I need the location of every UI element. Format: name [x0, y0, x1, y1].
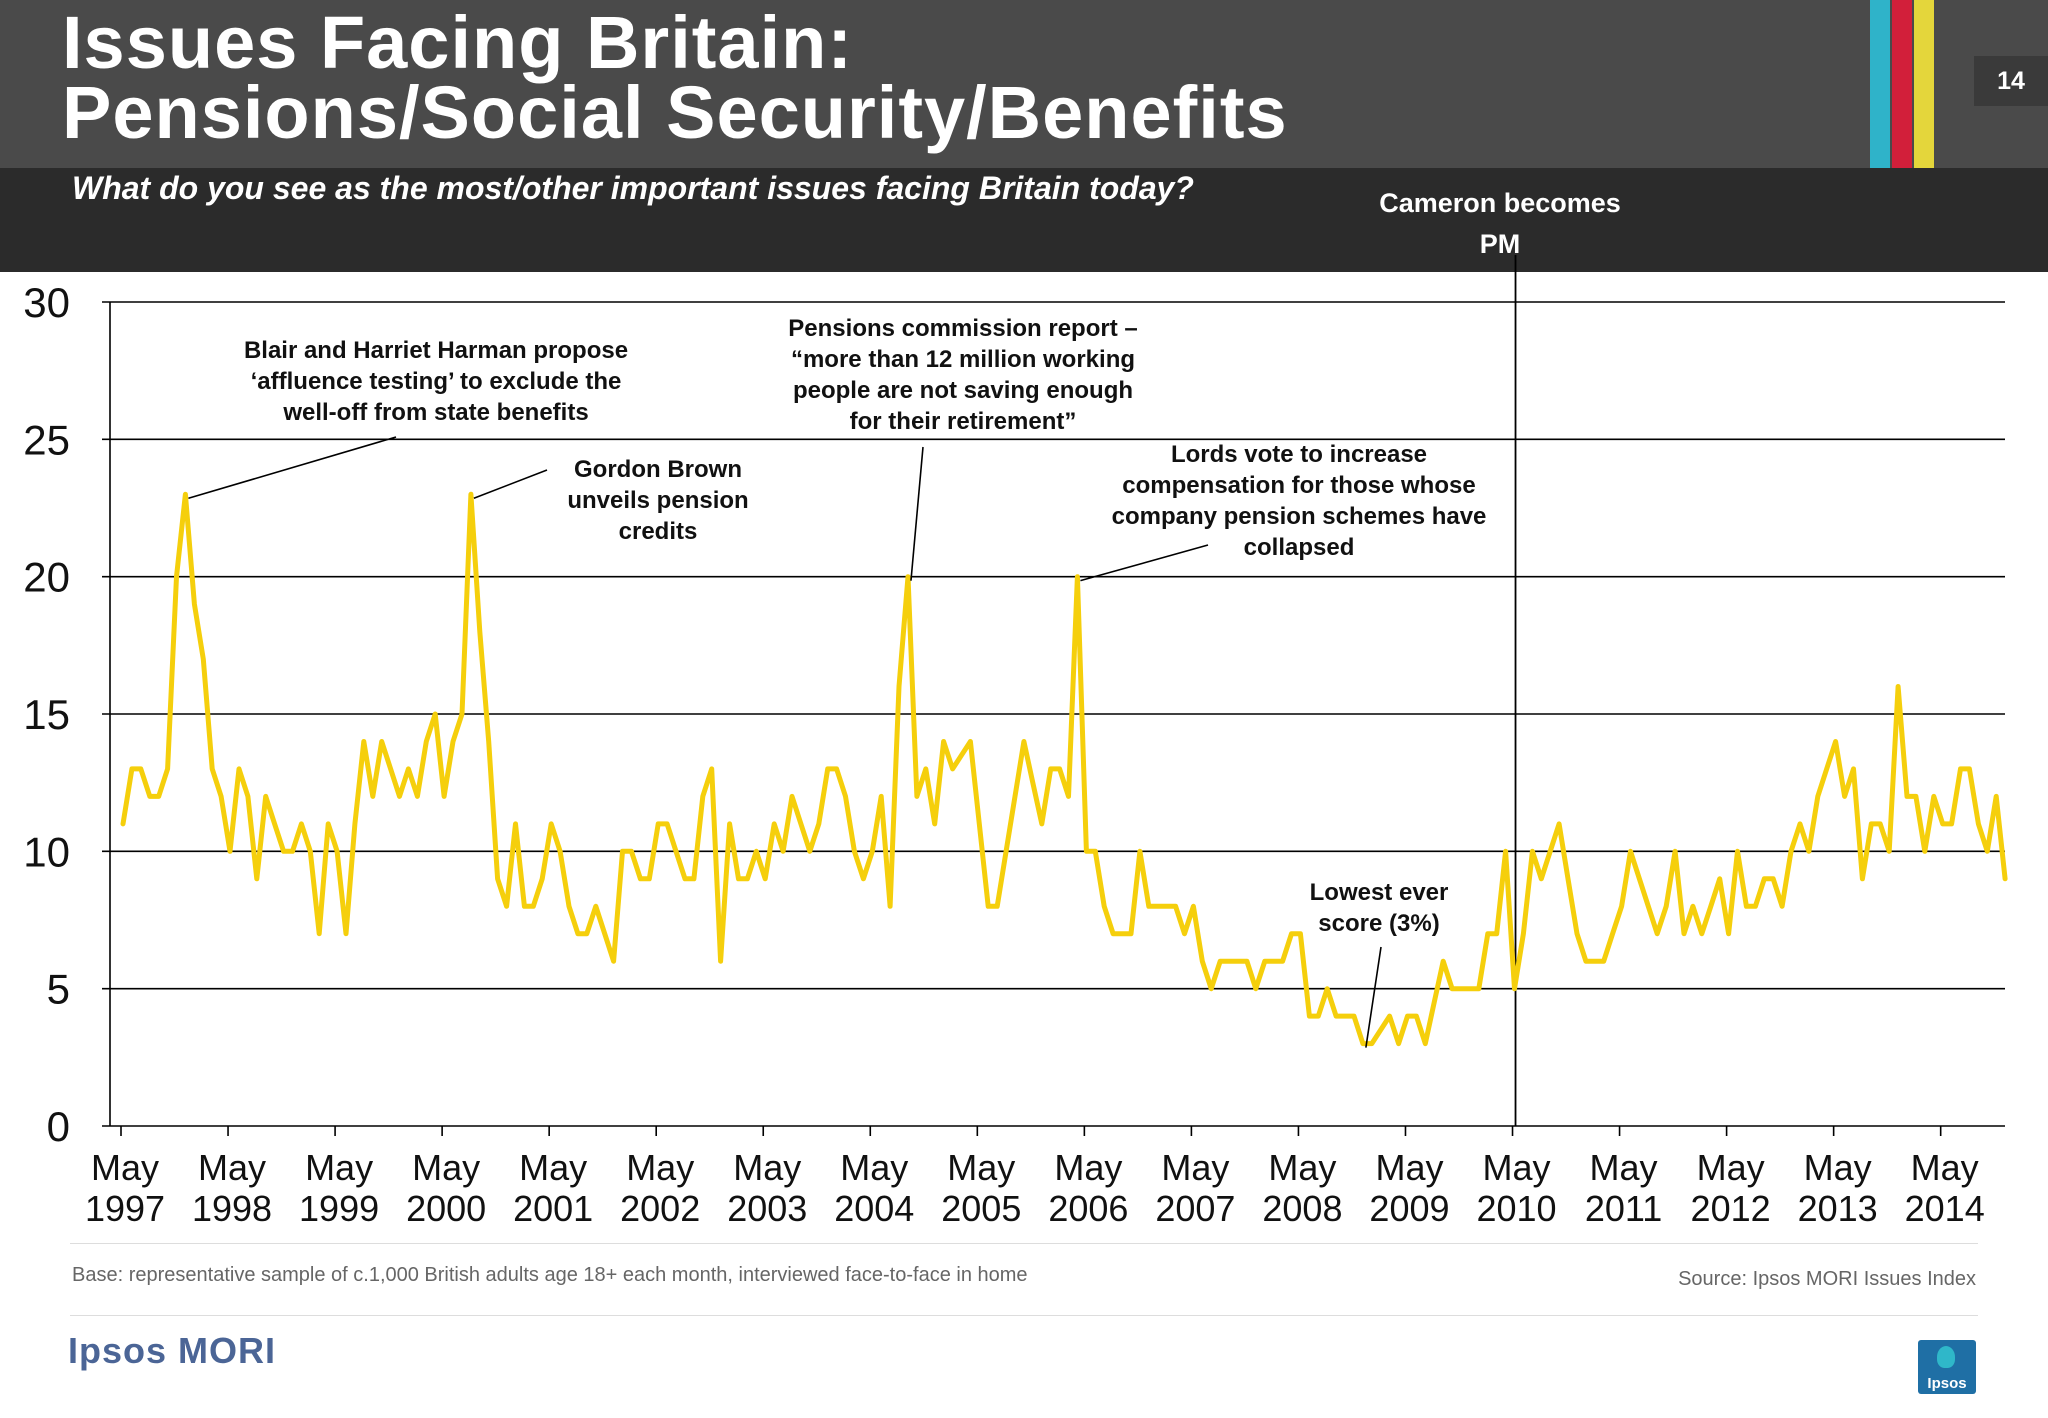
leader-brown — [473, 469, 548, 500]
y-tick-label: 20 — [23, 554, 70, 601]
x-tick-month: May — [1483, 1147, 1551, 1188]
y-tick-label: 10 — [23, 828, 70, 875]
annotation-text-line: PM — [1480, 229, 1521, 259]
x-tick-year: 2003 — [727, 1188, 807, 1229]
x-tick-year: 2002 — [620, 1188, 700, 1229]
annotation-text-line: score (3%) — [1318, 910, 1439, 937]
brand-stripe-yellow — [1914, 0, 1934, 168]
source-note: Source: Ipsos MORI Issues Index — [1678, 1268, 1976, 1290]
annotation-text-line: “more than 12 million working — [791, 346, 1135, 373]
x-tick-year: 2008 — [1262, 1188, 1342, 1229]
annotation-lords: Lords vote to increase compensation for t… — [1112, 441, 1487, 561]
x-tick-year: 2011 — [1585, 1188, 1662, 1229]
ipsos-badge-text: Ipsos — [1927, 1375, 1967, 1392]
x-tick-month: May — [1054, 1147, 1122, 1188]
x-tick-month: May — [840, 1147, 908, 1188]
x-tick-year: 1999 — [299, 1188, 379, 1229]
x-tick-month: May — [733, 1147, 801, 1188]
brand-stripe-red — [1892, 0, 1912, 168]
annotation-text-line: Blair and Harriet Harman propose — [244, 337, 628, 364]
x-tick-year: 2012 — [1691, 1188, 1771, 1229]
x-tick-month: May — [1590, 1147, 1658, 1188]
x-tick-year: 2014 — [1905, 1188, 1985, 1229]
ipsos-mark-icon — [1937, 1346, 1955, 1368]
brand-stripe-teal — [1870, 0, 1890, 168]
annotation-text-line: people are not saving enough — [793, 377, 1133, 404]
annotation-text-line: Lords vote to increase — [1171, 441, 1427, 468]
annotation-text-line: well-off from state benefits — [282, 399, 588, 426]
ipsos-mori-logo: Ipsos MORI — [68, 1330, 277, 1371]
leader-lords — [1080, 544, 1209, 582]
y-tick-label: 30 — [23, 279, 70, 326]
x-tick-month: May — [1161, 1147, 1229, 1188]
annotation-commission: Pensions commission report – “more than 1… — [788, 315, 1137, 435]
x-tick-month: May — [1911, 1147, 1979, 1188]
x-tick-year: 2001 — [513, 1188, 593, 1229]
x-tick-month: May — [1268, 1147, 1336, 1188]
x-tick-month: May — [1375, 1147, 1443, 1188]
leader-blair — [188, 436, 397, 500]
x-tick-year: 2004 — [834, 1188, 914, 1229]
question-subtitle: What do you see as the most/other import… — [72, 170, 1194, 206]
y-tick-label: 5 — [47, 966, 70, 1013]
annotation-text-line: collapsed — [1244, 534, 1355, 561]
base-note: Base: representative sample of c.1,000 B… — [72, 1264, 1028, 1286]
annotation-text-line: unveils pension — [567, 487, 748, 514]
annotation-text-line: Cameron becomes — [1379, 188, 1621, 218]
leader-commission — [910, 446, 924, 581]
x-tick-year: 2009 — [1369, 1188, 1449, 1229]
annotation-lowest: Lowest ever score (3%) — [1310, 879, 1449, 937]
x-tick-month: May — [198, 1147, 266, 1188]
x-tick-month: May — [626, 1147, 694, 1188]
footer-divider — [70, 1243, 1978, 1244]
annotation-brown: Gordon Brown unveils pension credits — [567, 456, 748, 545]
annotation-text-line: compensation for those whose — [1122, 472, 1475, 499]
subtitle-bar — [0, 168, 2048, 272]
x-tick-year: 2007 — [1155, 1188, 1235, 1229]
annotation-text-line: ‘affluence testing’ to exclude the — [251, 368, 622, 395]
header-bar — [0, 0, 2048, 168]
series-line-pensions — [120, 491, 2008, 1047]
title-line-2: Pensions/Social Security/Benefits — [62, 71, 1288, 154]
y-tick-label: 0 — [47, 1103, 70, 1150]
x-tick-month: May — [1697, 1147, 1765, 1188]
page-number: 14 — [1974, 56, 2048, 106]
leader-lowest — [1365, 946, 1382, 1048]
ipsos-badge-logo: Ipsos — [1918, 1340, 1976, 1394]
x-tick-month: May — [519, 1147, 587, 1188]
x-tick-month: May — [412, 1147, 480, 1188]
x-tick-month: May — [91, 1147, 159, 1188]
x-tick-year: 2010 — [1476, 1188, 1556, 1229]
x-tick-year: 1998 — [192, 1188, 272, 1229]
x-tick-year: 1997 — [85, 1188, 165, 1229]
x-tick-year: 2005 — [941, 1188, 1021, 1229]
annotation-text-line: credits — [619, 518, 698, 545]
footer-divider — [70, 1315, 1978, 1316]
x-tick-month: May — [1804, 1147, 1872, 1188]
annotation-text-line: Pensions commission report – — [788, 315, 1137, 342]
y-tick-label: 25 — [23, 416, 70, 463]
x-tick-year: 2000 — [406, 1188, 486, 1229]
x-tick-year: 2006 — [1048, 1188, 1128, 1229]
annotation-text-line: Lowest ever — [1310, 879, 1449, 906]
title-line-1: Issues Facing Britain: — [62, 1, 853, 84]
annotation-text-line: company pension schemes have — [1112, 503, 1487, 530]
annotation-cameron: Cameron becomes PM — [1379, 188, 1621, 259]
annotation-text-line: Gordon Brown — [574, 456, 742, 483]
annotation-text-line: for their retirement” — [850, 408, 1077, 435]
x-tick-year: 2013 — [1798, 1188, 1878, 1229]
y-tick-label: 15 — [23, 691, 70, 738]
x-tick-month: May — [305, 1147, 373, 1188]
annotation-blair: Blair and Harriet Harman propose ‘affluen… — [244, 337, 628, 426]
x-tick-month: May — [947, 1147, 1015, 1188]
